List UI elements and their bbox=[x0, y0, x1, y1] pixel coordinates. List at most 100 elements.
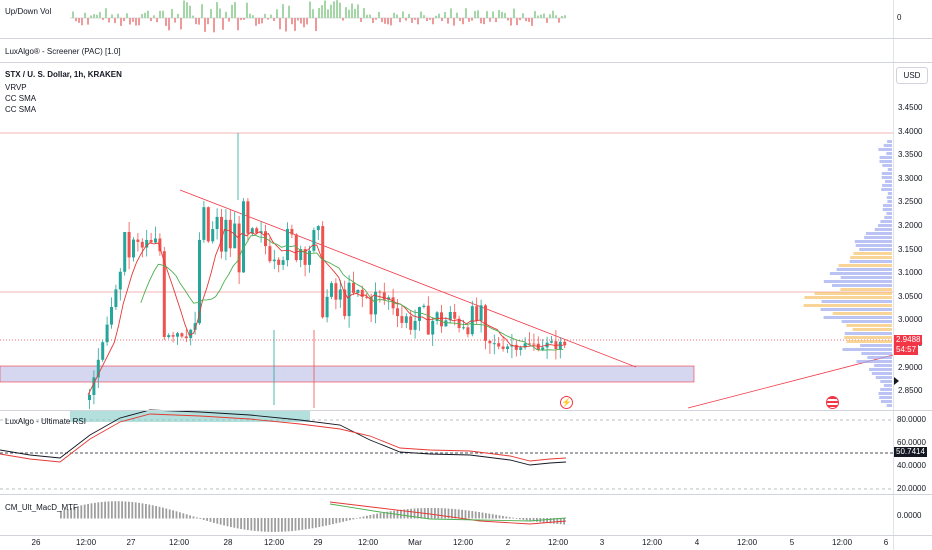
macd-histogram-bar bbox=[121, 501, 123, 519]
bearish-candle bbox=[268, 246, 272, 262]
volume-profile-bar bbox=[880, 220, 892, 223]
bullish-candle bbox=[506, 346, 509, 349]
lightning-badge-icon[interactable]: ⚡ bbox=[560, 396, 573, 409]
volume-profile-bar bbox=[814, 292, 892, 295]
macd-histogram-bar bbox=[87, 503, 89, 519]
volume-profile-bar bbox=[871, 372, 892, 375]
macd-histogram-bar bbox=[400, 509, 402, 519]
macd-histogram-bar bbox=[369, 515, 372, 519]
down-volume-bar bbox=[525, 18, 527, 22]
bullish-candle bbox=[193, 323, 197, 330]
volume-profile-bar bbox=[887, 168, 892, 171]
bullish-candle bbox=[154, 238, 157, 243]
macd-histogram-bar bbox=[63, 509, 66, 519]
macd-histogram-bar bbox=[260, 518, 263, 532]
currency-button[interactable]: USD bbox=[896, 67, 928, 84]
macd-histogram-bar bbox=[478, 512, 480, 519]
bullish-candle bbox=[308, 250, 311, 265]
down-volume-bar bbox=[459, 18, 461, 21]
legend-cc-sma-1[interactable]: CC SMA bbox=[5, 94, 37, 103]
us-flag-badge-icon[interactable] bbox=[826, 396, 839, 409]
pane-divider-3[interactable] bbox=[0, 410, 932, 411]
down-volume-bar bbox=[273, 18, 275, 21]
time-tick-label: 26 bbox=[31, 538, 41, 547]
down-volume-bar bbox=[87, 18, 89, 25]
down-volume-bar bbox=[453, 18, 455, 26]
up-volume-bar bbox=[402, 11, 404, 18]
pane-divider-1[interactable] bbox=[0, 38, 932, 39]
macd-histogram-bar bbox=[294, 518, 297, 531]
down-volume-bar bbox=[81, 18, 83, 26]
macd-histogram-bar bbox=[325, 518, 327, 526]
price-tick-label: 3.2000 bbox=[898, 221, 923, 230]
up-volume-bar bbox=[357, 4, 359, 19]
bullish-candle bbox=[250, 228, 254, 234]
volume-profile-bar bbox=[881, 172, 892, 175]
bearish-candle bbox=[343, 289, 347, 317]
volume-profile-bar bbox=[804, 296, 892, 299]
macd-histogram-bar bbox=[308, 518, 310, 529]
macd-histogram-bar bbox=[287, 518, 290, 532]
legend-cc-sma-2[interactable]: CC SMA bbox=[5, 105, 37, 114]
screener-title: LuxAlgo® - Screener (PAC) [1.0] bbox=[5, 47, 121, 56]
macd-histogram-bar bbox=[417, 508, 419, 519]
macd-histogram-bar bbox=[498, 515, 501, 519]
price-tick-label: 3.4500 bbox=[898, 103, 923, 112]
time-tick-label: 6 bbox=[883, 538, 889, 547]
pane-divider-2[interactable] bbox=[0, 62, 932, 63]
macd-histogram-bar bbox=[145, 503, 147, 519]
volume-profile-bar bbox=[885, 180, 892, 183]
bearish-candle bbox=[453, 311, 457, 319]
macd-histogram-bar bbox=[233, 518, 236, 528]
bearish-candle bbox=[237, 223, 241, 273]
up-volume-bar bbox=[219, 8, 221, 18]
scroll-to-realtime-icon[interactable] bbox=[894, 377, 899, 385]
down-volume-bar bbox=[417, 18, 419, 25]
bullish-candle bbox=[338, 289, 342, 300]
price-tick-label: 3.3000 bbox=[898, 173, 923, 183]
up-volume-bar bbox=[396, 14, 398, 18]
time-tick-label: 12:00 bbox=[548, 538, 569, 547]
bullish-candle bbox=[387, 297, 391, 300]
down-volume-bar bbox=[489, 18, 491, 22]
volume-profile-bar bbox=[823, 316, 892, 319]
up-volume-bar bbox=[72, 11, 74, 18]
legend-vrvp[interactable]: VRVP bbox=[5, 83, 27, 92]
volume-profile-bar bbox=[823, 280, 892, 283]
up-volume-bar bbox=[354, 8, 356, 18]
macd-histogram-bar bbox=[94, 502, 96, 519]
down-volume-bar bbox=[558, 18, 560, 23]
macd-histogram-bar bbox=[502, 515, 504, 519]
macd-histogram-bar bbox=[114, 501, 117, 519]
macd-histogram-bar bbox=[376, 513, 378, 519]
bullish-candle bbox=[413, 320, 417, 330]
up-volume-bar bbox=[249, 13, 251, 18]
macd-histogram-bar bbox=[155, 506, 157, 519]
macd-histogram-bar bbox=[318, 518, 321, 528]
macd-histogram-bar bbox=[162, 507, 164, 519]
macd-histogram-bar bbox=[185, 514, 188, 519]
up-volume-bar bbox=[465, 8, 467, 18]
volume-profile-bar bbox=[856, 360, 892, 363]
bullish-candle bbox=[167, 335, 171, 338]
down-volume-bar bbox=[237, 18, 239, 31]
up-volume-bar bbox=[348, 9, 350, 18]
bullish-candle bbox=[312, 230, 316, 251]
symbol-line[interactable]: STX / U. S. Dollar, 1h, KRAKEN bbox=[5, 70, 122, 79]
macd-histogram-bar bbox=[253, 518, 256, 531]
macd-histogram-bar bbox=[168, 509, 171, 519]
bullish-candle bbox=[286, 228, 289, 261]
pane-divider-4[interactable] bbox=[0, 494, 932, 495]
bullish-candle bbox=[211, 229, 215, 242]
macd-histogram-bar bbox=[437, 508, 440, 519]
bearish-candle bbox=[440, 312, 443, 327]
up-volume-bar bbox=[327, 9, 329, 18]
macd-histogram-bar bbox=[468, 510, 470, 519]
macd-histogram-bar bbox=[131, 502, 134, 519]
macd-histogram-bar bbox=[196, 517, 198, 519]
up-volume-bar bbox=[501, 11, 503, 18]
up-volume-bar bbox=[309, 1, 311, 19]
down-volume-bar bbox=[300, 18, 302, 24]
last-price-tag: 2.9488 bbox=[894, 335, 923, 345]
